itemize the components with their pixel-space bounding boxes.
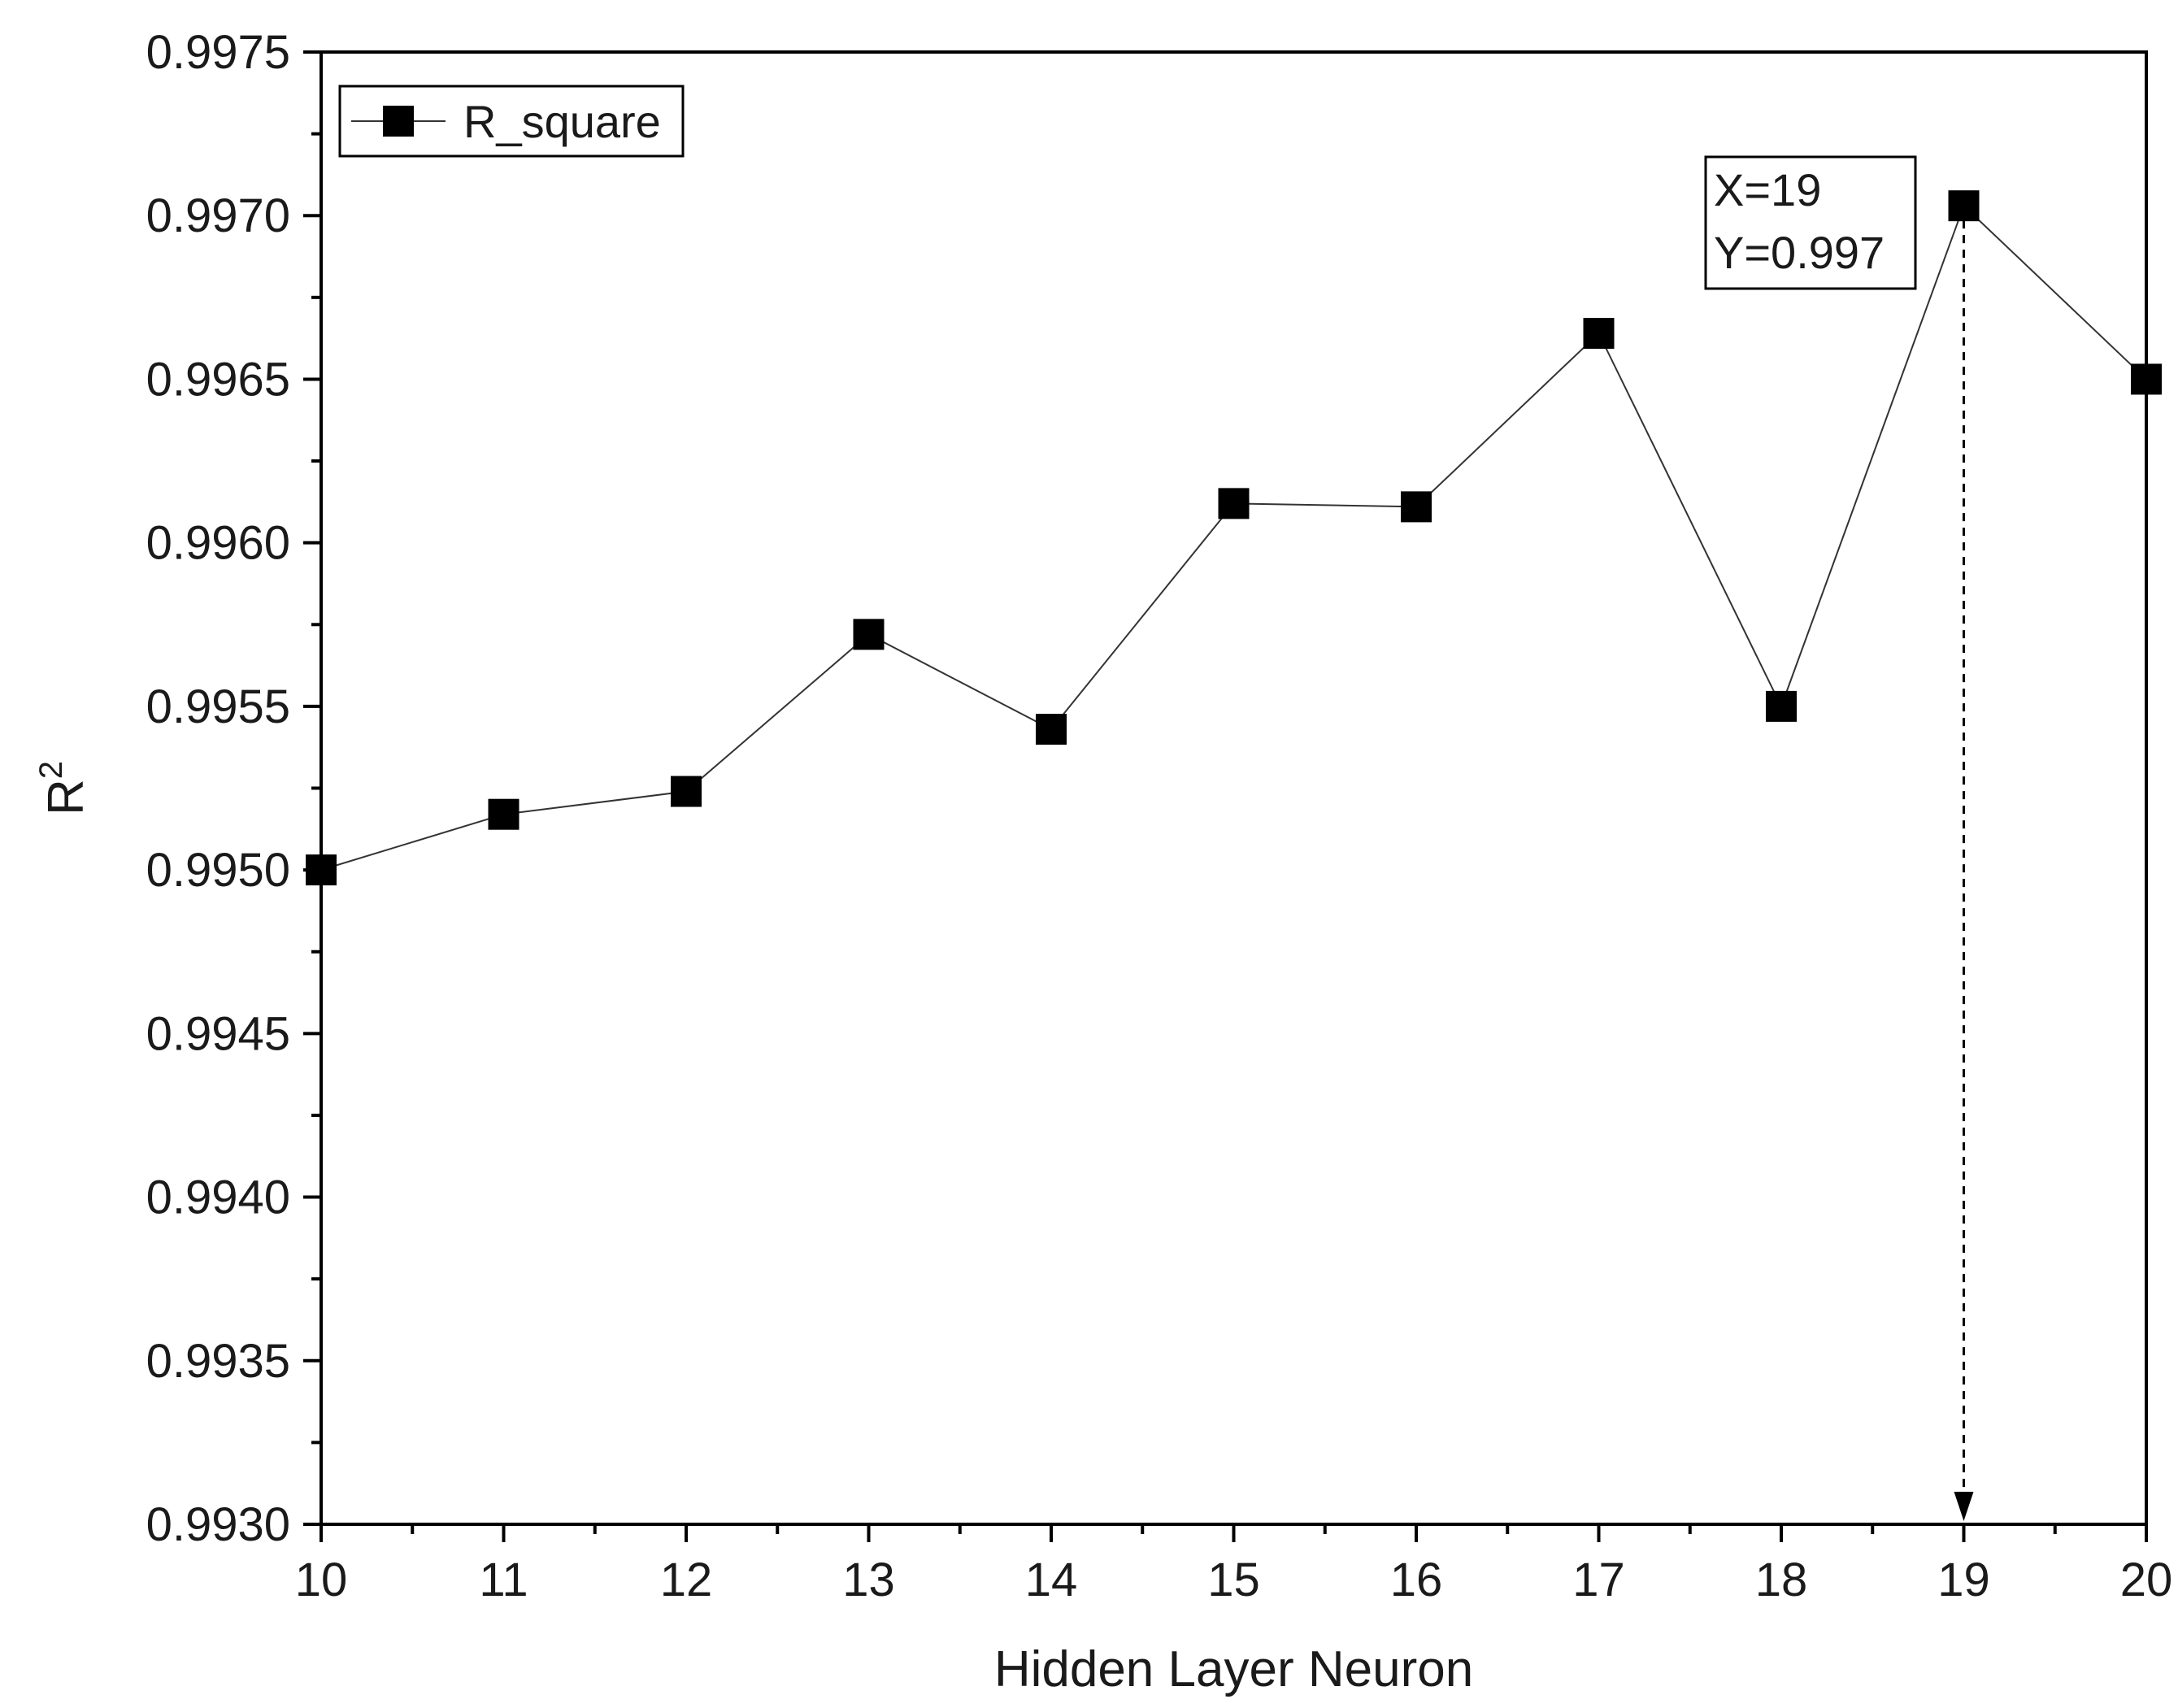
data-point-marker — [1036, 714, 1067, 745]
x-tick-label: 19 — [1937, 1554, 1990, 1606]
annotation-box — [1704, 155, 1917, 290]
data-point-marker — [2131, 363, 2162, 395]
data-point-marker — [306, 854, 337, 886]
ticks-group: 0.9930 0.9935 0.9940 0.9945 0.9950 0.9955 0.99… — [146, 26, 2173, 1606]
annotation-x-text: X=19 — [1714, 164, 1821, 215]
data-point-marker — [671, 776, 702, 807]
data-point-marker — [853, 619, 885, 650]
x-tick-label: 18 — [1755, 1554, 1808, 1606]
legend-group: R_square — [338, 85, 685, 158]
x-tick-label: 15 — [1207, 1554, 1260, 1606]
x-tick-label: 17 — [1572, 1554, 1625, 1606]
x-axis-title: Hidden Layer Neuron — [994, 1641, 1473, 1697]
y-tick-label: 0.9940 — [146, 1171, 290, 1224]
axes-group: Hidden Layer Neuron R2 — [33, 50, 2148, 1697]
data-point-marker — [1766, 690, 1797, 722]
y-tick-label: 0.9970 — [146, 189, 290, 242]
y-tick-label: 0.9960 — [146, 517, 290, 570]
legend-label: R_square — [463, 96, 661, 147]
data-point-marker — [1583, 318, 1615, 350]
y-axis-title-base: R — [38, 779, 94, 815]
annotation-arrowhead — [1954, 1492, 1974, 1521]
y-tick-label: 0.9930 — [146, 1498, 290, 1551]
series-line-r-square — [320, 204, 2147, 871]
y-tick-label: 0.9975 — [146, 26, 290, 79]
data-point-marker — [1401, 491, 1432, 523]
x-tick-label: 14 — [1025, 1554, 1078, 1606]
y-tick-label: 0.9935 — [146, 1335, 290, 1388]
y-tick-label: 0.9965 — [146, 353, 290, 406]
x-tick-label: 13 — [842, 1554, 895, 1606]
legend-marker-square — [383, 106, 414, 137]
x-tick-label: 12 — [660, 1554, 713, 1606]
annotation-y-text: Y=0.997 — [1714, 227, 1885, 278]
y-axis-title-superscript: 2 — [33, 761, 69, 779]
y-tick-label: 0.9945 — [146, 1007, 290, 1060]
y-tick-label: 0.9955 — [146, 680, 290, 733]
data-point-marker — [488, 798, 520, 830]
x-tick-label: 20 — [2120, 1554, 2173, 1606]
x-tick-label: 11 — [479, 1554, 528, 1606]
series-group — [306, 190, 2162, 886]
data-point-marker — [1218, 488, 1250, 519]
x-tick-label: 10 — [295, 1554, 348, 1606]
y-axis-title: R2 — [33, 761, 94, 815]
y-tick-label: 0.9950 — [146, 844, 290, 897]
x-tick-label: 16 — [1390, 1554, 1443, 1606]
annotation-group: X=19 Y=0.997 — [1704, 155, 1974, 1521]
